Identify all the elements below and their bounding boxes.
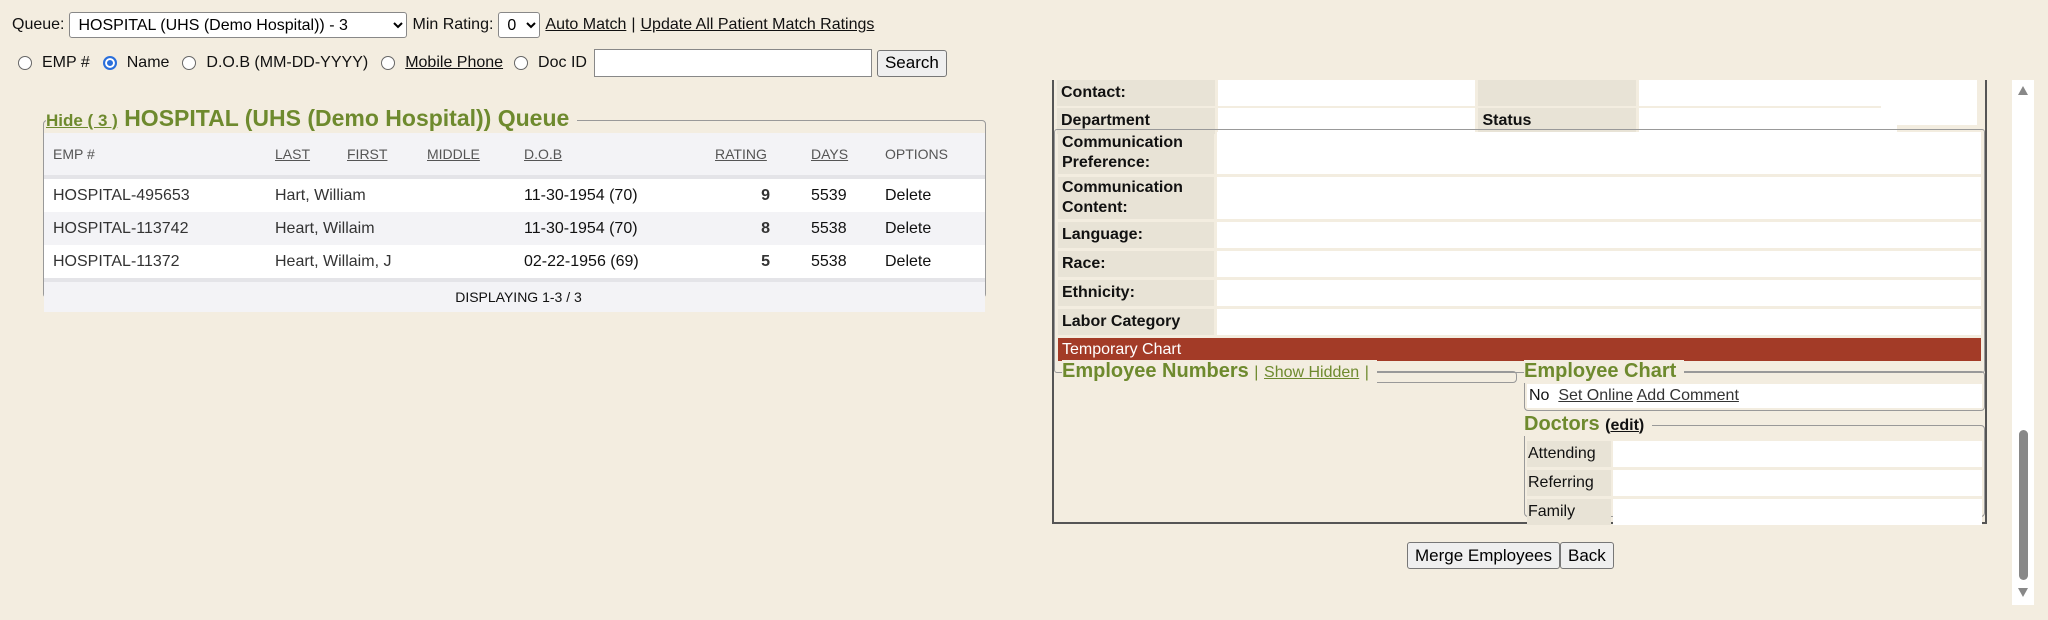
table-row[interactable]: HOSPITAL-11372 Heart, Willaim, J 02-22-195… bbox=[44, 245, 985, 278]
table-row[interactable]: HOSPITAL-495653 Hart, William 11-30-1954 (… bbox=[44, 179, 985, 212]
employee-chart-fieldset: Employee Chart No Set Online Add Comment bbox=[1524, 360, 1985, 411]
show-hidden-link[interactable]: Show Hidden bbox=[1264, 364, 1360, 381]
back-button[interactable]: Back bbox=[1560, 542, 1614, 569]
cell-days: 5539 bbox=[802, 179, 876, 212]
contact-table: Contact: Department Status bbox=[1054, 78, 1900, 136]
cell-name: Heart, Willaim, J bbox=[266, 245, 515, 278]
employee-details-panel: Contact: Department Status Communication … bbox=[1052, 78, 1987, 525]
hide-queue-link[interactable]: Hide ( 3 ) bbox=[46, 111, 118, 130]
merge-employees-button[interactable]: Merge Employees bbox=[1407, 542, 1561, 569]
attending-label: Attending bbox=[1527, 441, 1611, 467]
radio-name-label: Name bbox=[126, 54, 170, 71]
pagination-footer: DISPLAYING 1-3 / 3 bbox=[44, 278, 985, 312]
communication-box: Communication Preference: Communication … bbox=[1054, 129, 1985, 373]
communication-table: Communication Preference: Communication … bbox=[1055, 129, 1984, 364]
scrollbar-thumb[interactable] bbox=[2019, 430, 2028, 580]
queue-legend: Hide ( 3 ) HOSPITAL (UHS (Demo Hospital)… bbox=[46, 105, 578, 132]
table-row[interactable]: HOSPITAL-113742 Heart, Willaim 11-30-1954 … bbox=[44, 212, 985, 245]
update-all-ratings-link[interactable]: Update All Patient Match Ratings bbox=[640, 16, 875, 33]
cell-dob: 11-30-1954 (70) bbox=[515, 212, 706, 245]
cell-dob: 11-30-1954 (70) bbox=[515, 179, 706, 212]
doctors-legend: Doctors (edit) bbox=[1524, 413, 1653, 436]
queue-panel: Hide ( 3 ) HOSPITAL (UHS (Demo Hospital)… bbox=[43, 105, 986, 312]
radio-mobile[interactable] bbox=[381, 56, 396, 70]
doctors-table: Attending Referring Family bbox=[1525, 438, 1984, 528]
separator: | bbox=[1364, 364, 1369, 381]
race-label: Race: bbox=[1058, 251, 1214, 277]
queue-select[interactable]: HOSPITAL (UHS (Demo Hospital)) - 3 bbox=[69, 12, 408, 38]
col-options: OPTIONS bbox=[876, 133, 985, 179]
referring-label: Referring bbox=[1527, 470, 1611, 496]
search-input[interactable] bbox=[593, 49, 872, 77]
col-last[interactable]: LAST bbox=[275, 146, 311, 162]
comm-pref-label: Communication Preference: bbox=[1058, 132, 1214, 174]
scroll-down-icon[interactable] bbox=[2018, 588, 2028, 597]
paren: ) bbox=[1638, 417, 1645, 434]
cell-rating: 5 bbox=[706, 245, 802, 278]
table-header: EMP # LAST FIRST MIDDLE D.O.B RATING DAY… bbox=[44, 133, 985, 179]
cell-emp: HOSPITAL-495653 bbox=[44, 179, 266, 212]
col-emp: EMP # bbox=[44, 133, 266, 179]
action-buttons: Merge Employees Back bbox=[1407, 542, 1614, 569]
employee-chart-title: Employee Chart bbox=[1524, 360, 1685, 383]
online-status: No bbox=[1529, 387, 1550, 404]
min-rating-select[interactable]: 0 bbox=[498, 12, 541, 38]
contact-label: Contact: bbox=[1057, 80, 1215, 106]
queue-label: Queue: bbox=[12, 16, 65, 33]
cell-rating: 9 bbox=[706, 179, 802, 212]
doctors-title: Doctors bbox=[1524, 413, 1600, 435]
radio-dob-label: D.O.B (MM-DD-YYYY) bbox=[206, 54, 369, 71]
comm-content-label: Communication Content: bbox=[1058, 177, 1214, 219]
auto-match-link[interactable]: Auto Match bbox=[545, 16, 627, 33]
queue-table: EMP # LAST FIRST MIDDLE D.O.B RATING DAY… bbox=[44, 133, 985, 312]
paren: ( bbox=[1605, 417, 1611, 434]
separator: | bbox=[631, 16, 636, 33]
separator: | bbox=[1254, 364, 1259, 381]
radio-name[interactable] bbox=[102, 56, 117, 70]
col-first[interactable]: FIRST bbox=[347, 146, 388, 162]
temporary-chart-banner: Temporary Chart bbox=[1058, 338, 1981, 361]
radio-emp[interactable] bbox=[18, 56, 32, 70]
employee-chart-row: No Set Online Add Comment bbox=[1527, 384, 1982, 408]
delete-link[interactable]: Delete bbox=[876, 245, 985, 278]
search-button[interactable]: Search bbox=[876, 49, 947, 77]
radio-mobile-label[interactable]: Mobile Phone bbox=[405, 54, 504, 71]
cell-emp: HOSPITAL-11372 bbox=[44, 245, 266, 278]
labor-category-label: Labor Category bbox=[1058, 309, 1214, 335]
col-dob[interactable]: D.O.B bbox=[524, 146, 563, 162]
delete-link[interactable]: Delete bbox=[876, 212, 985, 245]
cell-name: Hart, William bbox=[266, 179, 515, 212]
col-rating[interactable]: RATING bbox=[715, 146, 767, 162]
employee-numbers-title: Employee Numbers bbox=[1062, 360, 1249, 382]
radio-docid[interactable] bbox=[514, 56, 529, 70]
employee-numbers-fieldset: Employee Numbers | Show Hidden | bbox=[1062, 360, 1517, 383]
doctors-fieldset: Doctors (edit) Attending Referring Famil… bbox=[1524, 413, 1985, 525]
delete-link[interactable]: Delete bbox=[876, 179, 985, 212]
family-label: Family bbox=[1527, 499, 1611, 525]
edit-doctors-link[interactable]: edit bbox=[1610, 417, 1639, 434]
scrollbar[interactable] bbox=[2012, 80, 2034, 605]
min-rating-label: Min Rating: bbox=[412, 16, 494, 33]
cell-days: 5538 bbox=[802, 212, 876, 245]
radio-docid-label: Doc ID bbox=[538, 54, 587, 71]
set-online-link[interactable]: Set Online bbox=[1558, 387, 1634, 404]
col-middle[interactable]: MIDDLE bbox=[427, 146, 480, 162]
cell-emp: HOSPITAL-113742 bbox=[44, 212, 266, 245]
col-days[interactable]: DAYS bbox=[811, 146, 849, 162]
queue-title: HOSPITAL (UHS (Demo Hospital)) Queue bbox=[124, 105, 570, 131]
radio-dob[interactable] bbox=[182, 56, 197, 70]
queue-toolbar: Queue: HOSPITAL (UHS (Demo Hospital)) - … bbox=[12, 12, 874, 38]
cell-name: Heart, Willaim bbox=[266, 212, 515, 245]
language-label: Language: bbox=[1058, 222, 1214, 248]
employee-numbers-legend: Employee Numbers | Show Hidden | bbox=[1062, 360, 1377, 383]
scroll-up-icon[interactable] bbox=[2018, 86, 2028, 95]
cell-dob: 02-22-1956 (69) bbox=[515, 245, 706, 278]
add-comment-link[interactable]: Add Comment bbox=[1636, 387, 1739, 404]
search-row: EMP # Name D.O.B (MM-DD-YYYY) Mobile Pho… bbox=[18, 49, 947, 77]
radio-emp-label: EMP # bbox=[42, 54, 90, 71]
cell-rating: 8 bbox=[706, 212, 802, 245]
cell-days: 5538 bbox=[802, 245, 876, 278]
ethnicity-label: Ethnicity: bbox=[1058, 280, 1214, 306]
photo-area bbox=[1881, 80, 1977, 125]
